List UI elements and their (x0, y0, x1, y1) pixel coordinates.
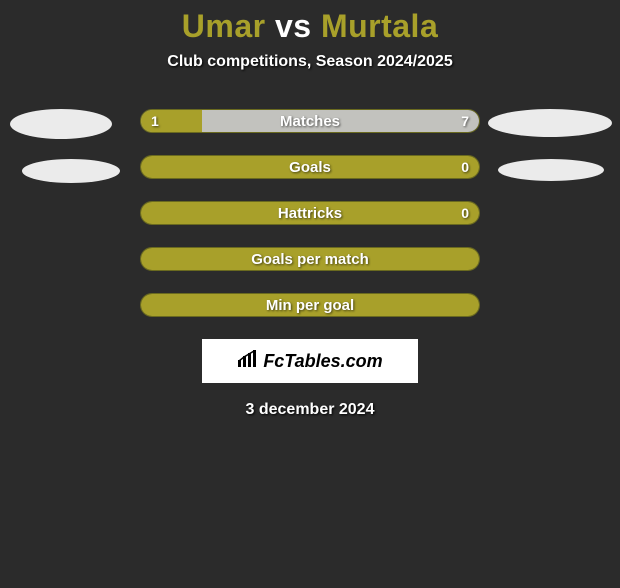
page-title: Umar vs Murtala (0, 8, 620, 45)
stat-bar-right-value: 0 (461, 156, 469, 178)
stat-bar-right-value: 0 (461, 202, 469, 224)
stat-bar: Goals0 (140, 155, 480, 179)
title-player2: Murtala (321, 8, 438, 44)
player-photo-placeholder-left-top (10, 109, 112, 139)
subtitle: Club competitions, Season 2024/2025 (0, 53, 620, 71)
comparison-panel: Matches17Goals0Hattricks0Goals per match… (0, 109, 620, 419)
title-vs: vs (275, 8, 312, 44)
player-photo-placeholder-right-bottom (498, 159, 604, 181)
stat-bar-label: Goals per match (141, 248, 479, 270)
stat-bar-label: Min per goal (141, 294, 479, 316)
stat-bar-left-value: 1 (151, 110, 159, 132)
stat-bar-label: Matches (141, 110, 479, 132)
logo-box: FcTables.com (202, 339, 418, 383)
stat-bar-right-value: 7 (461, 110, 469, 132)
stat-bars-column: Matches17Goals0Hattricks0Goals per match… (140, 109, 480, 317)
chart-icon (237, 350, 259, 373)
stat-bar: Goals per match (140, 247, 480, 271)
player-photo-placeholder-right-top (488, 109, 612, 137)
stat-bar-label: Hattricks (141, 202, 479, 224)
logo-text: FcTables.com (263, 351, 382, 372)
stat-bar-label: Goals (141, 156, 479, 178)
stat-bar: Min per goal (140, 293, 480, 317)
stat-bar: Matches1 7 (140, 109, 480, 133)
date-text: 3 december 2024 (0, 401, 620, 419)
stat-bar: Hattricks0 (140, 201, 480, 225)
title-player1: Umar (182, 8, 266, 44)
player-photo-placeholder-left-bottom (22, 159, 120, 183)
